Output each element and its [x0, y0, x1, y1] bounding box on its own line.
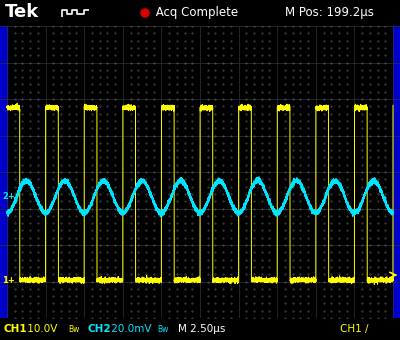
Bar	[393, 26, 400, 318]
Text: 2+: 2+	[2, 192, 15, 201]
Text: Acq Complete: Acq Complete	[152, 6, 238, 19]
Circle shape	[141, 9, 149, 17]
Text: Bw: Bw	[68, 325, 79, 334]
Text: Tek: Tek	[5, 3, 39, 21]
Text: CH1 /: CH1 /	[340, 324, 368, 334]
Text: CH2: CH2	[88, 324, 112, 334]
Text: M Pos: 199.2μs: M Pos: 199.2μs	[285, 6, 374, 19]
Text: 1+: 1+	[2, 275, 15, 285]
Text: 10.0V: 10.0V	[24, 324, 57, 334]
Text: 20.0mV: 20.0mV	[108, 324, 152, 334]
Text: CH1: CH1	[4, 324, 28, 334]
Text: M 2.50μs: M 2.50μs	[178, 324, 225, 334]
Text: Bw: Bw	[157, 325, 168, 334]
Bar	[0, 26, 7, 318]
